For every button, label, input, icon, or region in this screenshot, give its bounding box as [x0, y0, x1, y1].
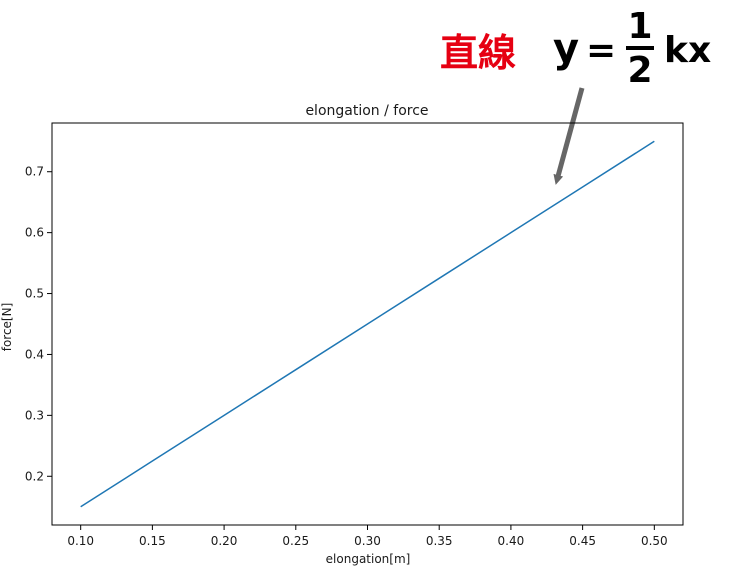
- chart-title: elongation / force: [305, 103, 428, 119]
- x-tick-label: 0.25: [282, 534, 309, 548]
- formula-denominator: 2: [627, 50, 652, 91]
- fraction-bar: [626, 46, 654, 50]
- series-layer: [80, 140, 655, 508]
- y-tick-label: 0.7: [25, 165, 44, 179]
- y-tick-label: 0.5: [25, 287, 44, 301]
- formula-annotation: 直線 y = 1 2 kx: [440, 6, 711, 91]
- x-tick-label: 0.35: [426, 534, 453, 548]
- x-axis: 0.10 0.15 0.20 0.25 0.30 0.35 0.40 0.45 0.50: [67, 525, 668, 548]
- formula-equals: =: [586, 30, 616, 71]
- y-tick-label: 0.2: [25, 469, 44, 483]
- formula-numerator: 1: [627, 6, 652, 47]
- x-tick-label: 0.30: [354, 534, 381, 548]
- x-tick-label: 0.15: [139, 534, 166, 548]
- x-tick-label: 0.20: [211, 534, 238, 548]
- series-line: [80, 140, 655, 508]
- x-axis-label: elongation[m]: [326, 552, 411, 566]
- x-tick-label: 0.45: [569, 534, 596, 548]
- x-tick-label: 0.10: [67, 534, 94, 548]
- y-axis-label: force[N]: [0, 303, 14, 352]
- x-tick-label: 0.40: [498, 534, 525, 548]
- y-tick-label: 0.6: [25, 226, 44, 240]
- formula-rhs: kx: [664, 30, 711, 71]
- annotation-arrow: [553, 87, 585, 185]
- y-tick-label: 0.4: [25, 347, 44, 361]
- formula-lhs: y: [553, 26, 579, 72]
- x-tick-label: 0.50: [641, 534, 668, 548]
- y-axis: 0.2 0.3 0.4 0.5 0.6 0.7: [25, 165, 52, 483]
- y-tick-label: 0.3: [25, 408, 44, 422]
- annotation-label: 直線: [440, 31, 516, 75]
